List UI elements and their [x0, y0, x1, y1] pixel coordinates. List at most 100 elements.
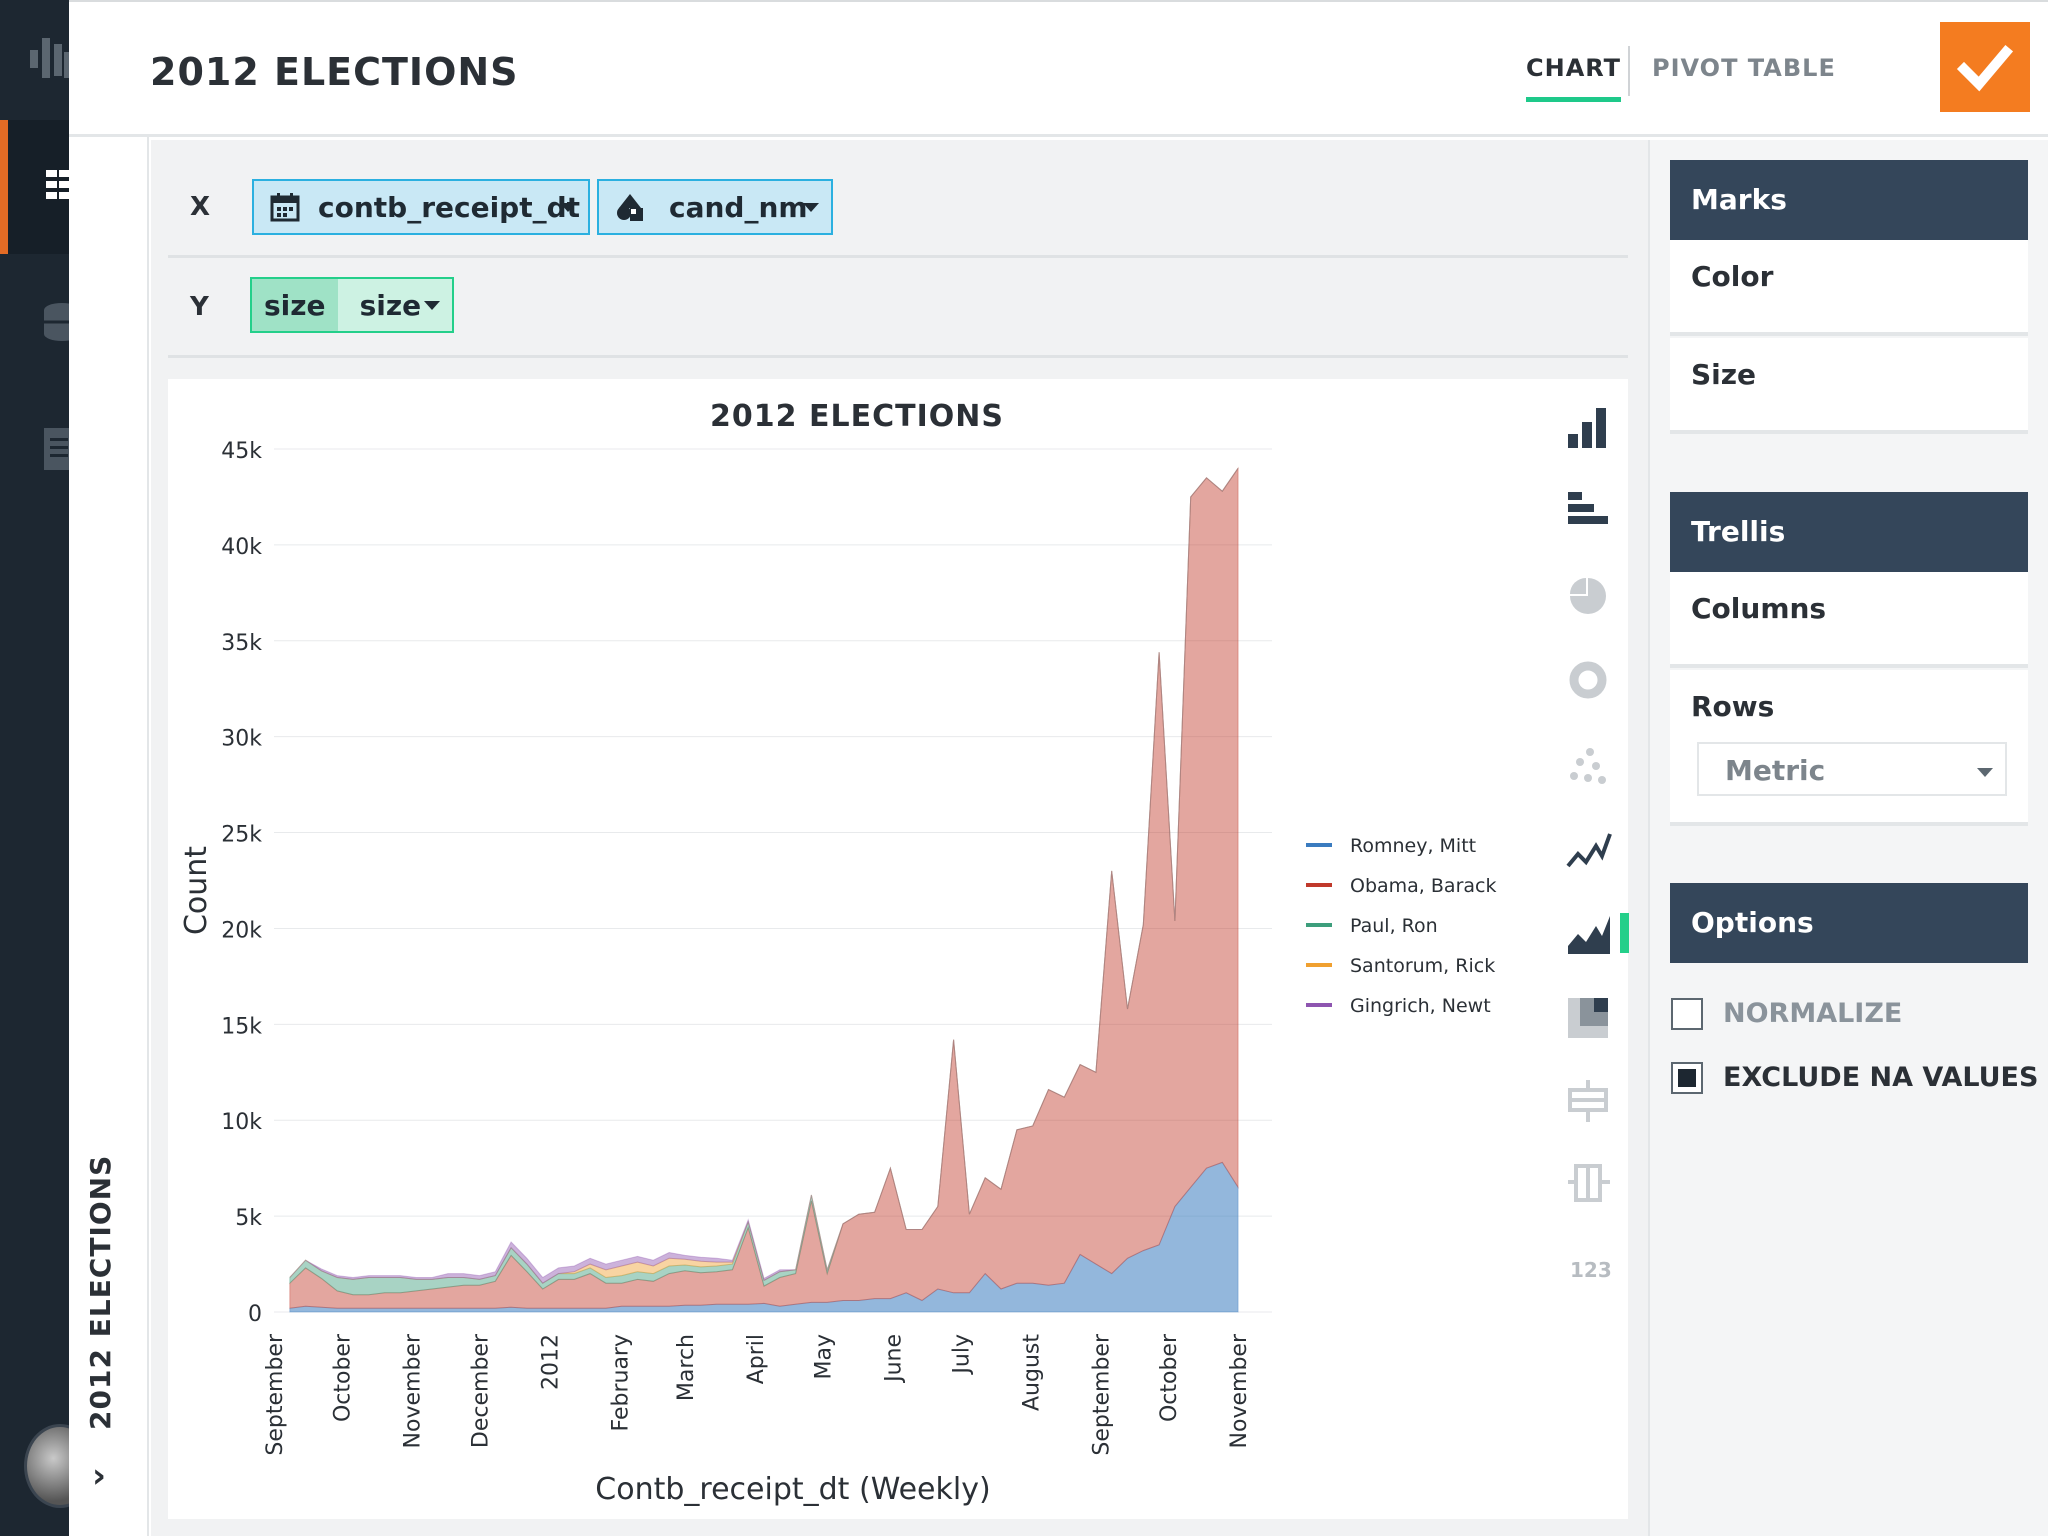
- number-chart-icon[interactable]: 123: [1570, 1258, 1612, 1282]
- x-tick-label: July: [949, 1334, 974, 1376]
- pie-chart-icon[interactable]: [1566, 574, 1612, 620]
- header: 2012 ELECTIONS: [69, 0, 2048, 137]
- y-tick-label: 45k: [221, 439, 262, 464]
- y-tick-label: 0: [248, 1302, 262, 1327]
- y-shelf-label: Y: [190, 292, 209, 322]
- x-shelf: X contb_receipt_dt cand_nm: [168, 160, 1628, 258]
- chart-card: 2012 ELECTIONS 0 5k 10k 15k 20k 25k 30k 35k 40k 4…: [168, 379, 1628, 1519]
- grid-icon: [46, 170, 69, 199]
- trellis-header: Trellis: [1670, 492, 2028, 572]
- exclude-na-checkbox[interactable]: [1671, 1062, 1703, 1094]
- y-tick-label: 40k: [221, 535, 262, 560]
- chart-plot[interactable]: 0 5k 10k 15k 20k 25k 30k 35k 40k 45k September Octo…: [168, 379, 1628, 1519]
- box-plot-icon[interactable]: [1566, 1078, 1612, 1124]
- trellis-rows-label: Rows: [1691, 690, 1775, 723]
- area-chart-icon[interactable]: [1566, 912, 1612, 958]
- chart-title: 2012 ELECTIONS: [710, 399, 1004, 434]
- tab-divider: [1628, 46, 1630, 96]
- x-tick-label: April: [744, 1334, 769, 1384]
- normalize-checkbox[interactable]: [1671, 998, 1703, 1030]
- active-chart-type-indicator: [1620, 913, 1629, 953]
- marks-header: Marks: [1670, 160, 2028, 240]
- histogram-icon[interactable]: [1566, 1160, 1612, 1206]
- y-tick-label: 25k: [221, 823, 262, 848]
- marks-color-row[interactable]: Color: [1670, 240, 2028, 336]
- x-pill-date[interactable]: contb_receipt_dt: [252, 179, 590, 235]
- rail-item-chart[interactable]: [0, 120, 69, 254]
- x-pill-date-caret-icon[interactable]: [560, 203, 576, 212]
- document-icon: [44, 428, 69, 470]
- area-series-santorum-rick[interactable]: [289, 467, 1239, 1284]
- y-tick-label: 35k: [221, 631, 262, 656]
- x-pill-candidate[interactable]: cand_nm: [597, 179, 833, 235]
- x-tick-label: November: [1227, 1333, 1252, 1448]
- y-tick-label: 20k: [221, 918, 262, 943]
- x-axis-title: Contb_receipt_dt (Weekly): [595, 1472, 990, 1507]
- page-title: 2012 ELECTIONS: [150, 50, 519, 94]
- area-series-romney-mitt[interactable]: [289, 1161, 1239, 1313]
- options-header: Options: [1670, 883, 2028, 963]
- y-pill-aggregate: size: [252, 279, 338, 331]
- heatmap-icon[interactable]: [1566, 996, 1612, 1042]
- trellis-rows-select[interactable]: Metric: [1697, 742, 2007, 796]
- vertical-title: 2012 ELECTIONS: [84, 1154, 117, 1430]
- x-tick-label: October: [331, 1333, 356, 1422]
- legend-item[interactable]: Santorum, Rick: [1350, 955, 1495, 977]
- tab-pivot-table[interactable]: PIVOT TABLE: [1652, 54, 1836, 82]
- y-pill-caret-icon[interactable]: [424, 301, 440, 310]
- area-series-gingrich-newt[interactable]: [289, 467, 1239, 1284]
- line-chart-icon[interactable]: [1566, 828, 1612, 874]
- database-icon: [44, 303, 69, 341]
- left-rail: [0, 0, 96, 1536]
- area-series-paul-ron[interactable]: [289, 467, 1239, 1296]
- horizontal-bar-icon[interactable]: [1566, 488, 1612, 534]
- shapes-icon: [617, 194, 643, 221]
- y-tick-label: 30k: [221, 727, 262, 752]
- exclude-na-label: EXCLUDE NA VALUES: [1723, 1062, 2039, 1093]
- tab-chart[interactable]: CHART: [1526, 54, 1622, 102]
- y-axis-title: Count: [179, 846, 214, 935]
- x-tick-label: March: [674, 1334, 699, 1401]
- x-tick-label: February: [608, 1334, 633, 1432]
- y-tick-label: 15k: [221, 1014, 262, 1039]
- scatter-icon[interactable]: [1566, 744, 1612, 790]
- bar-chart-icon[interactable]: [1566, 404, 1612, 450]
- x-tick-label: June: [882, 1334, 907, 1384]
- trellis-rows-select-value: Metric: [1725, 754, 1826, 787]
- y-pill-size[interactable]: size size: [250, 277, 454, 333]
- x-tick-label: September: [1089, 1333, 1114, 1456]
- y-tick-label: 10k: [221, 1110, 262, 1135]
- calendar-icon: [270, 193, 300, 222]
- logo-icon: [30, 38, 69, 78]
- x-shelf-label: X: [190, 192, 211, 222]
- expand-chevron-icon[interactable]: ›: [92, 1456, 107, 1496]
- x-tick-label: November: [401, 1333, 426, 1448]
- x-tick-label: August: [1019, 1334, 1044, 1411]
- x-tick-label: May: [812, 1334, 837, 1379]
- legend-item[interactable]: Paul, Ron: [1350, 915, 1438, 937]
- x-pill-candidate-caret-icon[interactable]: [803, 203, 819, 212]
- area-series-obama-barack[interactable]: [289, 466, 1239, 1309]
- x-tick-label: 2012: [538, 1334, 563, 1390]
- check-icon: [1956, 44, 2014, 92]
- y-tick-label: 5k: [235, 1206, 262, 1231]
- x-tick-label: September: [263, 1333, 288, 1456]
- trellis-columns-row[interactable]: Columns: [1670, 572, 2028, 668]
- rail-item-data[interactable]: [0, 254, 69, 388]
- vertical-title-panel: [69, 137, 149, 1536]
- donut-chart-icon[interactable]: [1566, 658, 1612, 704]
- legend-item[interactable]: Gingrich, Newt: [1350, 995, 1491, 1017]
- x-tick-label: October: [1157, 1333, 1182, 1422]
- normalize-label: NORMALIZE: [1723, 998, 1903, 1029]
- legend-item[interactable]: Obama, Barack: [1350, 875, 1496, 897]
- y-pill-label: size: [359, 288, 422, 322]
- x-pill-candidate-label: cand_nm: [669, 190, 808, 224]
- legend-item[interactable]: Romney, Mitt: [1350, 835, 1476, 857]
- app-logo[interactable]: [0, 0, 69, 120]
- x-tick-label: December: [468, 1333, 493, 1448]
- marks-size-row[interactable]: Size: [1670, 338, 2028, 434]
- x-pill-date-label: contb_receipt_dt: [318, 190, 581, 224]
- select-caret-icon: [1977, 768, 1993, 777]
- confirm-button[interactable]: [1940, 22, 2030, 112]
- rail-item-docs[interactable]: [0, 388, 69, 522]
